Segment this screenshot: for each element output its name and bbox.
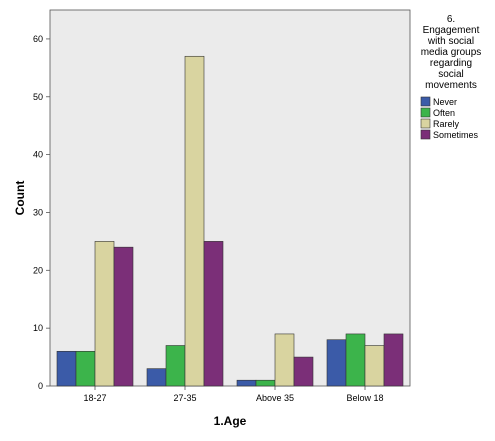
x-tick-label: Below 18 (346, 393, 383, 403)
x-tick-label: Above 35 (256, 393, 294, 403)
legend-title-line: media groups (421, 47, 482, 58)
y-axis-title: Count (13, 181, 27, 216)
legend-swatch-never (420, 96, 431, 107)
x-axis: 18-27 27-35 Above 35 Below 18 (83, 386, 384, 403)
y-tick-label: 20 (33, 265, 43, 275)
bar-rarely-2 (274, 333, 295, 387)
y-tick-label: 40 (33, 150, 43, 160)
y-tick-label: 10 (33, 323, 43, 333)
bar-sometimes-3 (383, 333, 404, 387)
bar-often-3 (345, 333, 366, 387)
legend-label-never: Never (433, 97, 457, 107)
y-tick-label: 50 (33, 92, 43, 102)
legend-swatch-sometimes (420, 129, 431, 140)
x-tick-label: 27-35 (173, 393, 196, 403)
legend-title-line: regarding (430, 58, 472, 69)
bar-never-3 (326, 339, 347, 387)
bar-rarely-1 (184, 55, 205, 387)
legend-title-line: movements (425, 80, 477, 91)
bar-never-2 (236, 379, 257, 387)
y-tick-label: 30 (33, 207, 43, 217)
legend-title-line: Engagement (423, 25, 480, 36)
y-tick-label: 60 (33, 34, 43, 44)
legend-title-line: 6. (447, 14, 455, 25)
legend-title-line: with social (427, 36, 474, 47)
bar-sometimes-2 (293, 356, 314, 387)
bar-never-0 (56, 350, 77, 387)
bars (56, 55, 404, 387)
y-tick-label: 0 (38, 381, 43, 391)
bar-often-0 (75, 350, 96, 387)
legend-label-rarely: Rarely (433, 119, 460, 129)
y-axis: 0 10 20 30 40 50 60 (33, 34, 50, 391)
legend-swatch-often (420, 107, 431, 118)
bar-often-2 (255, 379, 276, 387)
legend-label-sometimes: Sometimes (433, 130, 479, 140)
bar-rarely-0 (94, 241, 115, 387)
bar-sometimes-1 (203, 241, 224, 387)
legend-title-line: social (438, 69, 464, 80)
legend-swatch-rarely (420, 118, 431, 129)
x-axis-title: 1.Age (214, 414, 247, 428)
bar-sometimes-0 (113, 246, 134, 387)
bar-often-1 (165, 345, 186, 387)
bar-never-1 (146, 368, 167, 387)
legend-label-often: Often (433, 108, 455, 118)
bar-rarely-3 (364, 345, 385, 387)
x-tick-label: 18-27 (83, 393, 106, 403)
